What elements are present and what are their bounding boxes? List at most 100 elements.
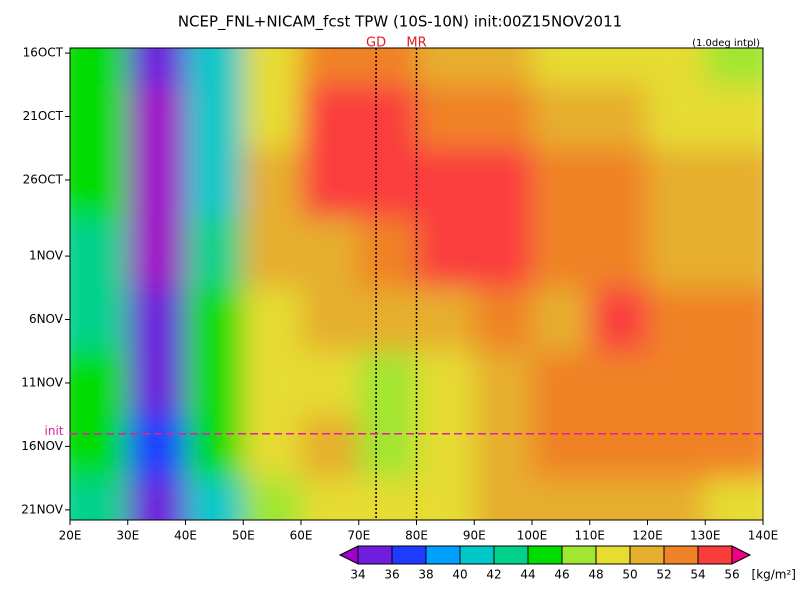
colorbar-box — [595, 545, 631, 565]
heat-cell — [474, 48, 533, 86]
colorbar-label: 40 — [452, 568, 467, 582]
heat-cell — [358, 414, 418, 480]
x-tick-label: 120E — [632, 529, 663, 543]
heat-cell — [185, 48, 245, 86]
heat-cell — [358, 218, 418, 289]
colorbar-box — [425, 545, 461, 565]
heat-cell — [416, 287, 476, 353]
colorbar-box — [697, 545, 733, 565]
heat-cell — [647, 414, 707, 480]
heat-cell — [127, 414, 187, 480]
colorbar-box — [391, 545, 427, 565]
heat-cell — [532, 48, 591, 86]
heat-cell — [705, 148, 763, 220]
colorbar-box — [527, 545, 563, 565]
heat-cell — [589, 218, 649, 289]
heat-cell — [647, 84, 707, 150]
heat-cell — [532, 351, 591, 416]
overlays: 20E 30E 40E 50E 60E 70E 80E 90E 100E 110E 120E 130E… — [21, 36, 796, 582]
heat-cell — [358, 84, 418, 150]
colorbar-box — [493, 545, 529, 565]
heat-cell — [185, 287, 245, 353]
colorbar-label: 54 — [690, 568, 705, 582]
heat-cell — [127, 148, 187, 220]
x-tick-label: 110E — [575, 529, 606, 543]
heat-cell — [474, 478, 533, 520]
y-tick-label: 21OCT — [23, 109, 64, 123]
heatmap-field — [70, 48, 763, 520]
heat-cell — [185, 414, 245, 480]
heat-cell — [474, 148, 533, 220]
y-tick-label: 1NOV — [29, 249, 64, 263]
heat-cell — [589, 478, 649, 520]
heat-cell — [647, 148, 707, 220]
heat-cell — [127, 48, 187, 86]
heat-cell — [301, 218, 360, 289]
heat-cell — [589, 351, 649, 416]
heat-cell — [647, 351, 707, 416]
colorbar-label: 44 — [520, 568, 535, 582]
colorbar-label: 56 — [724, 568, 739, 582]
heat-cell — [358, 351, 418, 416]
x-tick-label: 80E — [405, 529, 428, 543]
marker-label: MR — [406, 36, 426, 51]
heat-cell — [474, 84, 533, 150]
heat-cell — [127, 218, 187, 289]
heat-cell — [705, 287, 763, 353]
heat-cell — [416, 84, 476, 150]
heat-cell — [532, 287, 591, 353]
heat-cell — [301, 414, 360, 480]
heat-cell — [301, 287, 360, 353]
colorbar-label: 34 — [350, 568, 365, 582]
y-tick-label: 6NOV — [29, 312, 64, 326]
colorbar-low — [338, 545, 359, 565]
heat-cell — [705, 351, 763, 416]
heat-cell — [185, 148, 245, 220]
x-tick-label: 100E — [517, 529, 548, 543]
colorbar-label: 52 — [656, 568, 671, 582]
heat-cell — [301, 48, 360, 86]
heat-cell — [70, 218, 129, 289]
x-tick-label: 30E — [116, 529, 139, 543]
heat-cell — [532, 84, 591, 150]
colorbar-label: 36 — [384, 568, 399, 582]
colorbar-high — [731, 545, 752, 565]
heat-cell — [589, 48, 649, 86]
heat-cell — [474, 218, 533, 289]
heat-cell — [243, 414, 302, 480]
heat-cell — [70, 148, 129, 220]
heat-cell — [589, 287, 649, 353]
colorbar-label: 46 — [554, 568, 569, 582]
colorbar-label: 42 — [486, 568, 501, 582]
y-tick-label: 16OCT — [23, 46, 64, 60]
heat-cell — [358, 478, 418, 520]
heat-cell — [532, 478, 591, 520]
heat-cell — [705, 218, 763, 289]
x-tick-label: 40E — [174, 529, 197, 543]
heat-cell — [416, 414, 476, 480]
colorbar-box — [459, 545, 495, 565]
heat-cell — [127, 287, 187, 353]
colorbar-unit: [kg/m²] — [752, 568, 796, 582]
heat-cell — [589, 84, 649, 150]
y-tick-label: 21NOV — [21, 502, 63, 516]
heat-cell — [185, 351, 245, 416]
colorbar-box — [629, 545, 665, 565]
x-tick-label: 50E — [232, 529, 255, 543]
heat-cell — [416, 478, 476, 520]
y-tick-label: 11NOV — [21, 375, 63, 389]
colorbar-label: 48 — [588, 568, 603, 582]
heat-cell — [647, 478, 707, 520]
heat-cell — [474, 351, 533, 416]
heat-cell — [705, 48, 763, 86]
chart-title: NCEP_FNL+NICAM_fcst TPW (10S-10N) init:0… — [178, 13, 622, 32]
y-tick-label: 26OCT — [23, 172, 64, 186]
heat-cell — [301, 148, 360, 220]
heat-cell — [70, 351, 129, 416]
heat-cell — [647, 48, 707, 86]
heat-cell — [243, 351, 302, 416]
heat-cell — [416, 148, 476, 220]
heat-cell — [358, 148, 418, 220]
colorbar-box — [357, 545, 393, 565]
heat-cell — [358, 48, 418, 86]
